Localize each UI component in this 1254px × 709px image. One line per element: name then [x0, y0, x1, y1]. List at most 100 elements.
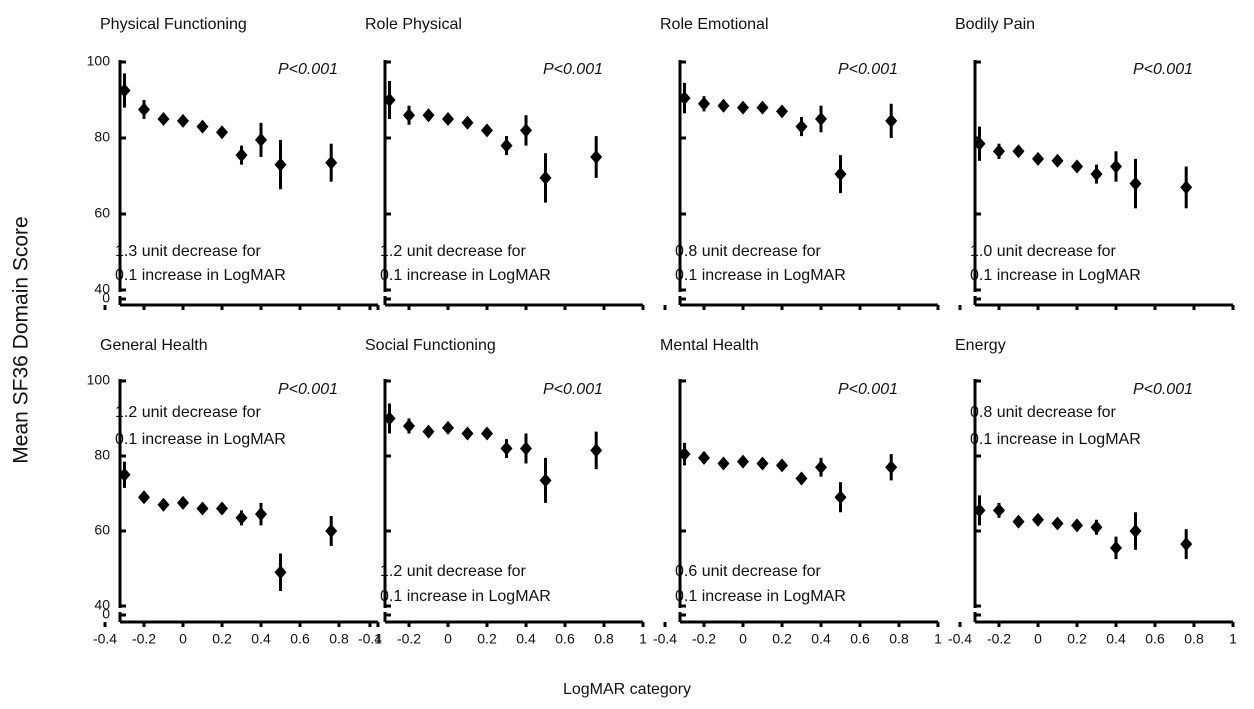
p-value: P<0.001: [838, 61, 898, 78]
y-tick-label: 100: [87, 372, 111, 388]
data-point: [539, 473, 552, 488]
p-value: P<0.001: [278, 381, 338, 398]
data-point: [461, 426, 474, 441]
x-tick-label: 0.4: [811, 631, 831, 647]
data-point: [1071, 159, 1083, 174]
y-tick-label: 60: [94, 205, 110, 221]
data-point: [325, 155, 338, 170]
panel-title: Role Physical: [365, 16, 462, 33]
y-tick-label: 80: [94, 129, 110, 145]
data-point: [274, 565, 287, 580]
data-point: [196, 501, 209, 516]
data-point: [539, 170, 552, 185]
y-tick-label: 40: [94, 281, 110, 297]
data-point: [756, 100, 769, 115]
x-axis-label: LogMAR category: [563, 681, 691, 698]
x-tick-label: 0.6: [850, 631, 870, 647]
x-tick-label: 0: [1034, 631, 1042, 647]
data-point: [235, 510, 248, 525]
data-point: [1180, 537, 1193, 552]
annotation: 1.2 unit decrease for: [380, 243, 527, 260]
data-point: [1110, 159, 1122, 174]
x-tick-label: 0.8: [889, 631, 909, 647]
data-point: [795, 119, 808, 134]
annotation: 0.8 unit decrease for: [970, 404, 1117, 421]
data-point: [590, 150, 603, 164]
y-tick-label: 60: [94, 522, 110, 538]
data-point: [678, 447, 691, 462]
x-tick-label: -0.4: [93, 631, 117, 647]
data-point: [196, 119, 209, 134]
data-point: [481, 426, 493, 441]
data-point: [776, 104, 788, 119]
x-tick-label: 0.2: [477, 631, 497, 647]
y-tick-label: 0: [102, 606, 110, 622]
panel-title: Role Emotional: [660, 16, 769, 33]
data-point: [157, 497, 170, 512]
data-point: [274, 157, 287, 172]
x-tick-label: 0.6: [1145, 631, 1165, 647]
data-point: [177, 495, 189, 510]
p-value: P<0.001: [543, 61, 603, 78]
x-tick-label: 0.2: [212, 631, 232, 647]
x-tick-label: 0.8: [594, 631, 614, 647]
annotation: 0.1 increase in LogMAR: [380, 588, 551, 605]
data-point: [461, 115, 474, 130]
p-value: P<0.001: [1133, 381, 1193, 398]
annotation: 0.1 increase in LogMAR: [675, 588, 846, 605]
data-point: [678, 91, 691, 106]
x-tick-label: 1: [1229, 631, 1237, 647]
data-point: [157, 112, 170, 126]
x-tick-label: 1: [934, 631, 942, 647]
data-point: [442, 420, 454, 435]
data-point: [383, 411, 396, 426]
data-point: [1129, 176, 1142, 191]
data-point: [1012, 514, 1025, 529]
data-point: [255, 507, 267, 522]
data-point: [422, 108, 435, 123]
x-tick-label: -0.2: [987, 631, 1011, 647]
data-point: [698, 96, 710, 111]
data-point: [1032, 512, 1044, 527]
data-point: [422, 424, 435, 439]
x-tick-label: -0.4: [948, 631, 972, 647]
data-point: [216, 125, 228, 140]
data-point: [737, 454, 749, 469]
data-point: [1051, 153, 1064, 168]
annotation: 1.3 unit decrease for: [115, 243, 262, 260]
x-tick-label: -0.2: [132, 631, 156, 647]
data-point: [973, 136, 986, 151]
data-point: [885, 460, 898, 475]
panel-title: Energy: [955, 337, 1006, 354]
annotation: 1.2 unit decrease for: [115, 404, 262, 421]
data-point: [177, 113, 189, 128]
data-point: [815, 460, 827, 475]
x-tick-label: 0: [444, 631, 452, 647]
annotation: 0.1 increase in LogMAR: [380, 267, 551, 284]
data-point: [520, 123, 532, 138]
x-tick-label: -0.4: [653, 631, 677, 647]
annotation: 0.8 unit decrease for: [675, 243, 822, 260]
data-point: [834, 167, 847, 182]
data-point: [885, 113, 898, 128]
panel-title: Social Functioning: [365, 337, 496, 354]
data-point: [138, 490, 150, 505]
y-tick-label: 100: [87, 53, 111, 69]
x-tick-label: 0.6: [290, 631, 310, 647]
annotation: 0.1 increase in LogMAR: [970, 431, 1141, 448]
x-tick-label: 0.4: [1106, 631, 1126, 647]
data-point: [1071, 518, 1083, 533]
data-point: [255, 132, 267, 147]
data-point: [815, 112, 827, 126]
x-tick-label: 0.2: [1067, 631, 1087, 647]
data-point: [717, 456, 730, 471]
data-point: [118, 467, 131, 482]
x-tick-label: -0.4: [358, 631, 382, 647]
data-point: [590, 443, 603, 458]
data-point: [403, 108, 415, 123]
p-value: P<0.001: [838, 381, 898, 398]
panel-title: General Health: [100, 337, 208, 354]
panel-title: Bodily Pain: [955, 16, 1035, 33]
panel-title: Physical Functioning: [100, 16, 247, 33]
